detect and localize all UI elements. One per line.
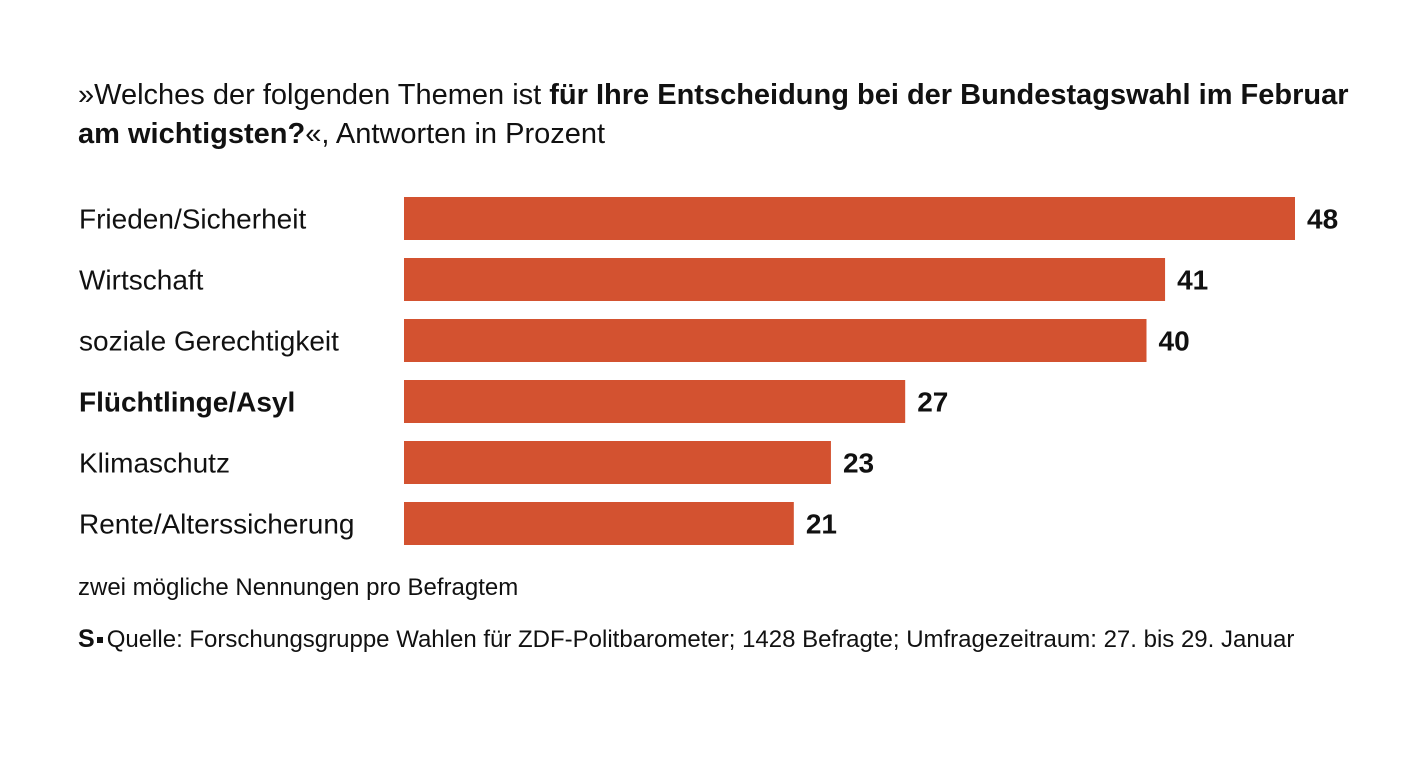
category-label: Wirtschaft <box>79 265 204 296</box>
category-label: Flüchtlinge/Asyl <box>79 387 295 418</box>
logo-letter: S <box>78 625 95 653</box>
title-bold: für Ihre Entscheidung bei der Bundestags… <box>78 79 1349 150</box>
title-suffix: «, Antworten in Prozent <box>305 118 606 150</box>
category-label: soziale Gerechtigkeit <box>79 326 339 357</box>
value-label: 21 <box>806 509 837 540</box>
bar <box>404 502 794 545</box>
source-text: Quelle: Forschungsgruppe Wahlen für ZDF-… <box>106 626 1295 653</box>
value-label: 23 <box>843 448 874 479</box>
value-label: 40 <box>1159 326 1190 357</box>
category-label: Klimaschutz <box>79 448 230 479</box>
source-note: S Quelle: Forschungsgruppe Wahlen für ZDF… <box>78 623 1358 656</box>
bar <box>404 258 1166 301</box>
bar <box>404 197 1295 240</box>
category-label: Rente/Alterssicherung <box>79 509 354 540</box>
footnote: zwei mögliche Nennungen pro Befragtem <box>78 574 519 601</box>
spiegel-logo: S <box>78 623 107 655</box>
bar <box>404 380 906 423</box>
chart-title: »Welches der folgenden Themen ist für Ih… <box>78 76 1358 154</box>
title-prefix: »Welches der folgenden Themen ist <box>78 79 550 111</box>
category-label: Frieden/Sicherheit <box>79 204 306 235</box>
bar <box>404 441 831 484</box>
bar <box>404 319 1147 362</box>
value-label: 27 <box>917 387 948 418</box>
value-label: 48 <box>1307 204 1338 235</box>
value-label: 41 <box>1177 265 1208 296</box>
